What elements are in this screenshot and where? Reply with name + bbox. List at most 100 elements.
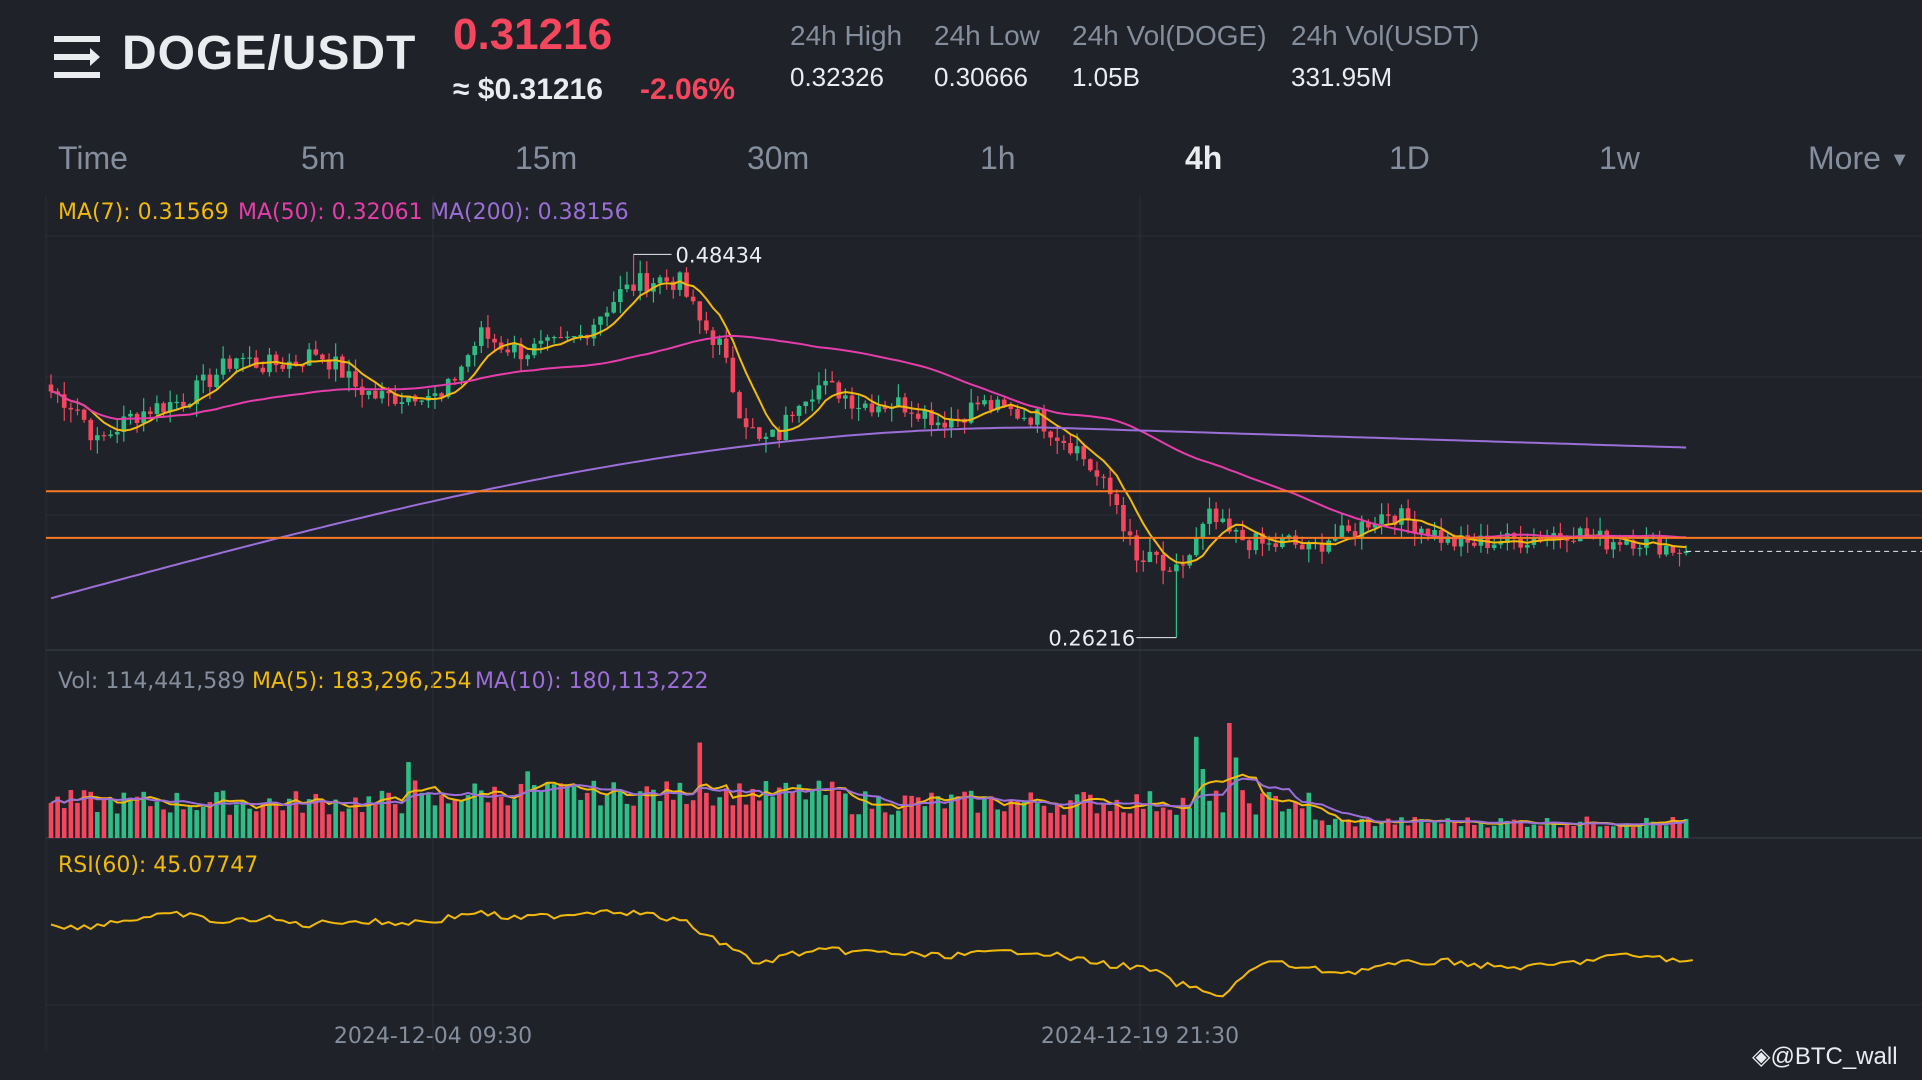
- volume-bar: [432, 805, 438, 838]
- candle-body: [664, 277, 669, 282]
- candle-body: [518, 344, 524, 360]
- candle-body: [392, 393, 398, 404]
- volume-bar: [1260, 793, 1265, 838]
- candle-body: [816, 385, 822, 400]
- tab-time[interactable]: Time: [58, 140, 128, 176]
- volume-bar: [353, 797, 358, 838]
- volume-bar: [1412, 817, 1418, 838]
- volume-bar: [949, 794, 954, 838]
- volume-bar: [737, 783, 742, 838]
- ma50-line: [50, 334, 1687, 540]
- volume-bar: [200, 806, 206, 838]
- candle-body: [922, 409, 928, 419]
- candle-body: [949, 418, 954, 428]
- candle-body: [214, 374, 219, 388]
- volume-bar: [1564, 823, 1570, 838]
- candle-body: [1213, 508, 1219, 522]
- candle-body: [326, 359, 332, 370]
- candle-body: [1452, 536, 1457, 547]
- tab-4h[interactable]: 4h: [1185, 140, 1223, 176]
- candle-body: [1366, 521, 1371, 528]
- volume-bar: [1584, 816, 1590, 838]
- candle-body: [637, 273, 643, 291]
- volume-bar: [1491, 825, 1497, 838]
- candle-body: [538, 340, 544, 344]
- tab-15m[interactable]: 15m: [515, 140, 578, 176]
- volume-bar: [578, 799, 583, 838]
- volume-bar: [1683, 818, 1689, 838]
- volume-bar: [1041, 805, 1047, 838]
- candle-body: [730, 357, 736, 393]
- volume-bar: [148, 806, 153, 838]
- candle-body: [287, 361, 292, 369]
- candle-body: [1240, 529, 1245, 541]
- volume-bar: [1577, 821, 1583, 838]
- candle-body: [902, 397, 908, 413]
- tab-5m[interactable]: 5m: [301, 140, 346, 176]
- candle-body: [174, 401, 180, 404]
- candle-body: [849, 395, 855, 409]
- candle-body: [1061, 440, 1067, 444]
- volume-bar: [690, 800, 696, 838]
- volume-bar: [379, 790, 385, 838]
- tab-1h[interactable]: 1h: [980, 140, 1016, 176]
- tab-more[interactable]: More ▼: [1808, 140, 1910, 177]
- volume-bar: [1366, 818, 1371, 838]
- volume-bar: [1246, 803, 1252, 838]
- volume-bar: [1611, 826, 1616, 838]
- candle-body: [723, 338, 729, 358]
- volume-ma10-line: [50, 777, 1687, 826]
- volume-bar: [61, 808, 67, 838]
- volume-bar: [1630, 826, 1636, 838]
- candle-body: [313, 349, 319, 355]
- candle-body: [1657, 535, 1662, 555]
- candle-body: [148, 411, 153, 414]
- tab-30m[interactable]: 30m: [747, 140, 810, 176]
- candle-body: [280, 365, 285, 369]
- volume-bar: [1399, 817, 1404, 838]
- stat-24h-high-value: 0.32326: [790, 62, 884, 92]
- volume-bar: [545, 782, 550, 838]
- candle-body: [1670, 545, 1676, 553]
- candle-body: [1392, 515, 1398, 525]
- volume-bar: [419, 792, 425, 838]
- volume-bar: [1088, 794, 1093, 838]
- volume-bar: [816, 780, 822, 838]
- candle-body: [121, 416, 127, 432]
- candle-body: [1346, 525, 1351, 532]
- volume-bar: [1167, 809, 1173, 838]
- menu-icon[interactable]: [54, 34, 100, 80]
- trading-pair[interactable]: DOGE/USDT: [122, 27, 417, 80]
- tab-1d[interactable]: 1D: [1389, 140, 1430, 176]
- volume-bar: [1008, 800, 1014, 838]
- caret-down-icon: ▼: [1889, 149, 1910, 172]
- volume-bar: [293, 791, 299, 838]
- volume-bar: [392, 804, 398, 838]
- tab-1w[interactable]: 1w: [1599, 140, 1640, 176]
- volume-bar: [1538, 825, 1543, 838]
- candle-body: [1088, 459, 1093, 471]
- volume-bar: [346, 808, 352, 838]
- price-change: -2.06%: [640, 73, 736, 106]
- candle-body: [770, 429, 775, 437]
- candle-body: [1419, 528, 1424, 534]
- candle-body: [995, 399, 1000, 411]
- candle-body: [1233, 529, 1239, 532]
- candle-body: [306, 349, 312, 366]
- candle-body: [1141, 560, 1146, 563]
- volume-bar: [829, 781, 835, 838]
- volume-bar: [1174, 814, 1179, 838]
- candle-body: [929, 409, 934, 426]
- candle-body: [591, 324, 597, 339]
- candle-body: [1074, 446, 1080, 454]
- candle-body: [419, 400, 425, 402]
- volume-bar: [1233, 757, 1239, 838]
- candle-body: [512, 344, 517, 353]
- candle-body: [114, 431, 120, 435]
- volume-bar: [882, 812, 888, 838]
- candle-body: [1551, 533, 1557, 537]
- candle-body: [1571, 540, 1576, 542]
- volume-bar: [988, 796, 994, 838]
- candle-body: [1412, 520, 1418, 534]
